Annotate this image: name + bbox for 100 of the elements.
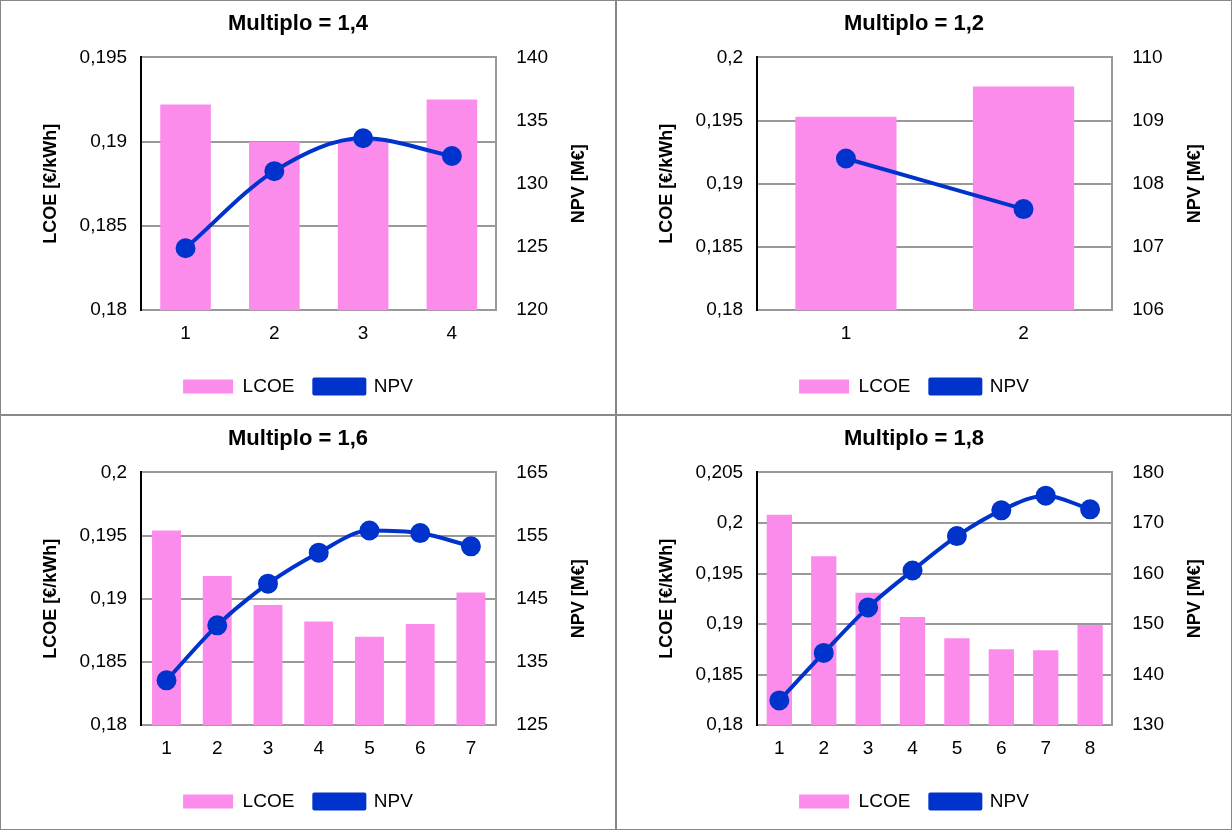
point <box>769 690 790 711</box>
x-tick-label: 7 <box>465 736 477 758</box>
y2-tick-label: 130 <box>516 172 548 194</box>
point <box>946 526 967 547</box>
y-tick-label: 0,195 <box>79 523 128 545</box>
legend-label: LCOE <box>242 789 295 811</box>
legend-label: NPV <box>989 789 1030 811</box>
legend-label: NPV <box>373 374 414 396</box>
y-tick-label: 0,18 <box>706 713 744 735</box>
y-axis-title: LCOE [€/kWh] <box>39 123 60 244</box>
point <box>359 520 380 541</box>
chart-title: Multiplo = 1,8 <box>844 425 984 451</box>
x-tick-label: 3 <box>862 736 874 758</box>
y2-tick-label: 170 <box>1132 511 1164 533</box>
y2-tick-label: 160 <box>1132 561 1164 583</box>
x-tick-label: 4 <box>907 736 919 758</box>
x-tick-label: 3 <box>357 321 369 343</box>
point <box>460 536 481 557</box>
legend-label: LCOE <box>858 374 911 396</box>
x-tick-label: 7 <box>1040 736 1051 758</box>
y-tick-label: 0,19 <box>90 129 128 151</box>
point <box>1035 485 1056 506</box>
x-tick-label: 6 <box>996 736 1007 758</box>
chart-title: Multiplo = 1,4 <box>228 10 369 36</box>
y-tick-label: 0,185 <box>695 235 744 257</box>
legend-label: LCOE <box>858 789 911 811</box>
y2-axis-title: NPV [M€] <box>1183 144 1204 224</box>
y2-axis-title: NPV [M€] <box>1183 559 1204 639</box>
x-tick-label: 4 <box>313 736 325 758</box>
y2-tick-label: 140 <box>516 45 548 67</box>
chart-title: Multiplo = 1,6 <box>228 425 368 451</box>
y-tick-label: 0,185 <box>79 214 128 236</box>
y2-tick-label: 125 <box>516 713 548 735</box>
point <box>156 670 177 691</box>
y2-tick-label: 125 <box>516 235 548 257</box>
x-tick-label: 4 <box>446 321 458 343</box>
legend-label: NPV <box>989 374 1030 396</box>
x-tick-label: 1 <box>774 736 785 758</box>
point <box>813 642 834 663</box>
point <box>308 542 329 563</box>
y-tick-label: 0,19 <box>706 172 744 194</box>
point <box>175 238 196 259</box>
y-tick-label: 0,19 <box>90 587 128 609</box>
y2-tick-label: 135 <box>516 108 548 130</box>
y-tick-label: 0,18 <box>706 298 744 320</box>
x-tick-label: 2 <box>818 736 830 758</box>
y-tick-label: 0,195 <box>695 108 744 130</box>
y2-tick-label: 106 <box>1132 298 1164 320</box>
y2-tick-label: 107 <box>1132 235 1164 257</box>
y2-axis-title: NPV [M€] <box>567 144 588 224</box>
y-tick-label: 0,18 <box>90 298 128 320</box>
y2-tick-label: 180 <box>1132 460 1164 482</box>
x-tick-label: 2 <box>269 321 280 343</box>
point <box>441 145 462 166</box>
point <box>1080 499 1101 520</box>
point <box>353 128 374 149</box>
y-tick-label: 0,19 <box>706 612 744 634</box>
y2-tick-label: 135 <box>516 650 548 672</box>
y2-tick-label: 155 <box>516 523 548 545</box>
y2-tick-label: 120 <box>516 298 548 320</box>
y2-tick-label: 150 <box>1132 612 1164 634</box>
point <box>902 560 923 581</box>
point <box>264 161 285 182</box>
y2-tick-label: 130 <box>1132 713 1164 735</box>
legend-label: LCOE <box>242 374 295 396</box>
chart-title: Multiplo = 1,2 <box>844 10 984 36</box>
point <box>991 500 1012 521</box>
y2-tick-label: 108 <box>1132 172 1164 194</box>
x-tick-label: 1 <box>180 321 191 343</box>
y2-tick-label: 109 <box>1132 108 1164 130</box>
y-tick-label: 0,185 <box>79 650 128 672</box>
x-tick-label: 3 <box>262 736 274 758</box>
y-tick-label: 0,18 <box>90 713 128 735</box>
point <box>257 573 278 594</box>
x-tick-label: 2 <box>211 736 223 758</box>
y-tick-label: 0,2 <box>716 45 744 67</box>
y-tick-label: 0,2 <box>716 511 744 533</box>
y-tick-label: 0,2 <box>100 460 128 482</box>
y-axis-title: LCOE [€/kWh] <box>39 538 60 659</box>
y-axis-title: LCOE [€/kWh] <box>655 123 676 244</box>
x-tick-label: 5 <box>951 736 963 758</box>
x-tick-label: 2 <box>1018 321 1029 343</box>
y-axis-title: LCOE [€/kWh] <box>655 538 676 659</box>
y-tick-label: 0,195 <box>695 561 744 583</box>
point <box>207 615 228 636</box>
y2-tick-label: 140 <box>1132 662 1164 684</box>
y-tick-label: 0,205 <box>695 460 744 482</box>
x-tick-label: 1 <box>161 736 172 758</box>
point <box>858 597 879 618</box>
y2-tick-label: 110 <box>1132 45 1163 67</box>
x-tick-label: 5 <box>364 736 375 758</box>
legend-label: NPV <box>373 789 414 811</box>
point <box>410 523 431 544</box>
x-tick-label: 6 <box>414 736 426 758</box>
y-tick-label: 0,195 <box>79 45 128 67</box>
y2-tick-label: 165 <box>516 460 548 482</box>
x-tick-label: 1 <box>840 321 852 343</box>
x-tick-label: 8 <box>1084 736 1096 758</box>
y2-axis-title: NPV [M€] <box>567 559 588 639</box>
y2-tick-label: 145 <box>516 587 548 609</box>
